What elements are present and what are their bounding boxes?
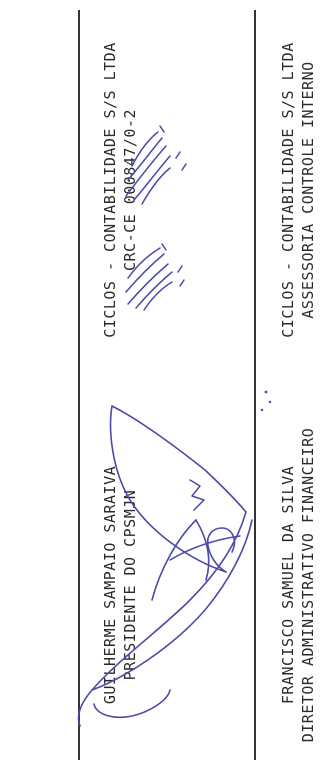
signature-block-internal-control: CICLOS - CONTABILIDADE S/S LTDA ASSESSOR…: [278, 10, 318, 370]
signer-role: PRESIDENTE DO CPSMJN: [121, 489, 139, 681]
signature-rule-left: [78, 10, 80, 760]
signer-name: GUILHERME SAMPAIO SARAIVA: [101, 465, 119, 705]
signer-name: FRANCISCO SAMUEL DA SILVA: [279, 465, 297, 705]
signature-block-president: GUILHERME SAMPAIO SARAIVA PRESIDENTE DO …: [100, 420, 140, 750]
signer-role: ASSESSORIA CONTROLE INTERNO: [299, 61, 317, 319]
ink-marks-icon: [260, 390, 272, 412]
signer-name: CICLOS - CONTABILIDADE S/S LTDA: [279, 42, 297, 338]
signer-role: DIRETOR ADMINISTRATIVO FINANCEIRO: [299, 427, 317, 743]
signature-block-accounting: CICLOS - CONTABILIDADE S/S LTDA CRC-CE 0…: [100, 10, 140, 370]
signature-rule-right: [254, 10, 256, 760]
handwritten-signature-finance-director-icon: [169, 479, 241, 561]
signer-role: CRC-CE 000847/0-2: [121, 108, 139, 272]
signer-name: CICLOS - CONTABILIDADE S/S LTDA: [101, 42, 119, 338]
signature-block-finance-director: FRANCISCO SAMUEL DA SILVA DIRETOR ADMINI…: [278, 420, 318, 750]
